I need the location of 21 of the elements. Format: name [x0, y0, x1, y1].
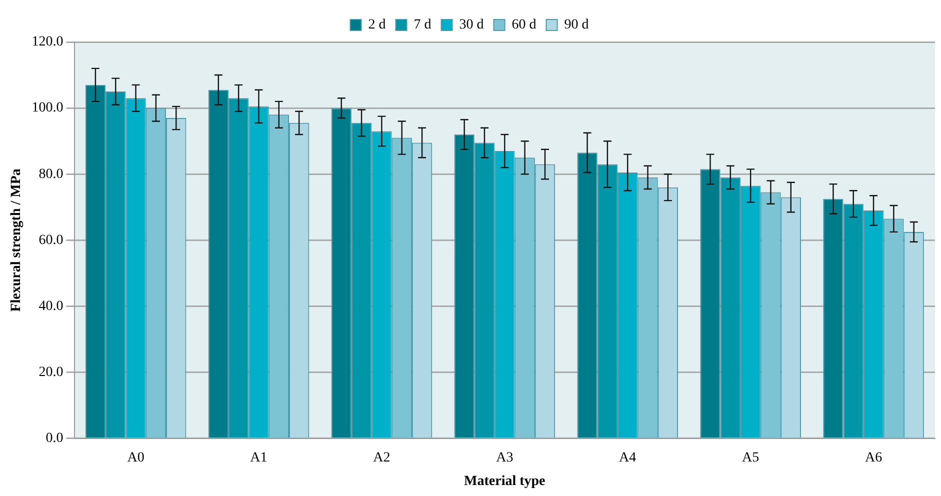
y-tick-label: 80.0 — [38, 166, 64, 182]
legend-label: 7 d — [414, 18, 432, 33]
y-tick-label: 60.0 — [38, 232, 64, 248]
x-tick-label: A4 — [619, 450, 636, 466]
x-tick-label: A6 — [864, 450, 882, 466]
y-tick-label: 0.0 — [46, 431, 64, 446]
y-axis-title: Flexural strength / MPa — [9, 168, 24, 312]
x-tick-label: A5 — [742, 450, 760, 466]
y-tick-label: 20.0 — [38, 365, 64, 380]
y-tick-label: 100.0 — [32, 100, 64, 116]
x-tick-label: A0 — [127, 450, 144, 466]
y-tick-label: 40.0 — [38, 298, 64, 314]
x-tick-label: A2 — [373, 450, 390, 466]
legend-label: 60 d — [512, 18, 536, 33]
x-tick-label: A1 — [250, 450, 268, 466]
legend-label: 90 d — [564, 18, 589, 33]
legend-label: 30 d — [459, 18, 484, 33]
x-tick-label: A3 — [496, 450, 514, 466]
y-tick-label: 120.0 — [32, 34, 64, 50]
legend-label: 2 d — [368, 18, 386, 33]
x-axis-title: Material type — [464, 474, 546, 490]
